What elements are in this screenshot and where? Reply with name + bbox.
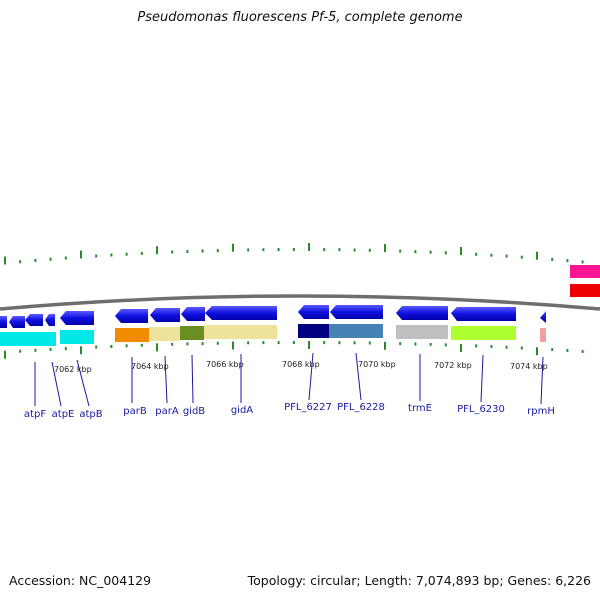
gene-label-trmE: trmE [408, 403, 432, 414]
gene-label-PFL_6230: PFL_6230 [457, 404, 505, 415]
cog-bar-steelblue [329, 324, 383, 338]
gene-arrow [45, 314, 55, 326]
scale-label: 7074 kbp [510, 362, 548, 371]
cog-bar-khaki [149, 327, 180, 341]
gene-arrow [298, 305, 329, 319]
feature-red [570, 284, 600, 297]
gene-arrow [150, 308, 180, 322]
leader-line [164, 355, 168, 404]
cog-bar-orange [115, 328, 149, 342]
gene-labels: atpF atpE atpB parB parA gidB gidA PFL_6… [24, 402, 555, 420]
scale-label: 7064 kbp [131, 362, 169, 371]
outer-tick-row [4, 243, 584, 265]
scale-label: 7070 kbp [358, 360, 396, 369]
leader-line [51, 361, 62, 407]
gene-arrow [0, 316, 7, 328]
gene-arrow [115, 309, 148, 323]
gene-arrow [25, 314, 43, 326]
gene-arrow [60, 311, 94, 325]
gene-arrow [181, 307, 205, 321]
gene-label-gidA: gidA [231, 405, 253, 416]
genome-title: Pseudomonas fluorescens Pf-5, complete g… [137, 10, 463, 25]
gene-label-atpE: atpE [52, 409, 75, 420]
cog-bar-pink [540, 328, 546, 342]
scale-label: 7062 kbp [54, 365, 92, 374]
cog-bar-silver [396, 325, 448, 339]
cog-bar-cyan [0, 332, 56, 346]
leader-line [76, 359, 90, 407]
gene-arrow [9, 316, 25, 328]
gene-label-atpF: atpF [24, 409, 46, 420]
gene-arrow [451, 307, 516, 321]
leader-line [191, 354, 194, 404]
cog-bar-khaki [204, 325, 277, 339]
cog-bar-lime [451, 326, 516, 340]
gene-arrow [330, 305, 383, 319]
leader-line [540, 356, 544, 405]
scale-label: 7068 kbp [282, 360, 320, 369]
gene-label-gidB: gidB [183, 406, 205, 417]
label-leaders [34, 352, 544, 407]
gene-arrow [540, 311, 546, 323]
gene-label-parB: parB [123, 406, 147, 417]
scale-labels: 7062 kbp 7064 kbp 7066 kbp 7068 kbp 7070… [54, 360, 548, 374]
cog-bar-cyan [60, 330, 94, 344]
scale-label: 7072 kbp [434, 361, 472, 370]
gene-arrow [396, 306, 448, 320]
gene-label-atpB: atpB [79, 409, 102, 420]
gene-arrow [205, 306, 277, 320]
inner-tick-row [4, 341, 584, 359]
feature-magenta [570, 265, 600, 278]
gene-label-PFL_6228: PFL_6228 [337, 402, 385, 413]
accession-text: Accession: NC_004129 [9, 573, 152, 588]
topology-text: Topology: circular; Length: 7,074,893 bp… [247, 573, 591, 588]
leader-line [480, 354, 484, 403]
cog-bar-olive [180, 326, 204, 340]
scale-label: 7066 kbp [206, 360, 244, 369]
cog-bar-row [0, 324, 546, 346]
leader-line [308, 352, 314, 401]
cog-bar-navy [298, 324, 329, 338]
gene-label-rpmH: rpmH [527, 406, 555, 417]
gene-arrow-row [0, 305, 546, 328]
gene-label-PFL_6227: PFL_6227 [284, 402, 332, 413]
genome-backbone [0, 294, 600, 311]
leader-line [355, 352, 362, 401]
gene-label-parA: parA [155, 406, 179, 417]
